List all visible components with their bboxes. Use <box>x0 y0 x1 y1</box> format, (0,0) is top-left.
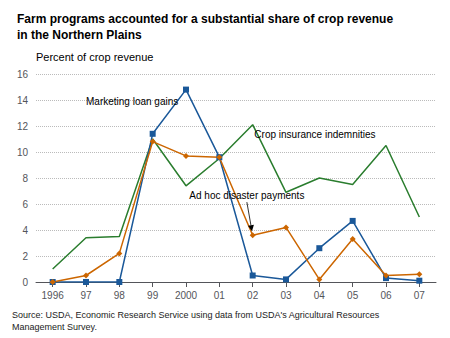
svg-text:Marketing loan gains: Marketing loan gains <box>86 96 178 107</box>
svg-text:06: 06 <box>380 290 392 301</box>
svg-text:16: 16 <box>17 69 29 80</box>
svg-text:12: 12 <box>17 121 29 132</box>
svg-text:in the Northern Plains: in the Northern Plains <box>17 28 142 42</box>
svg-text:01: 01 <box>214 290 226 301</box>
svg-text:Ad hoc disaster payments: Ad hoc disaster payments <box>189 190 304 201</box>
svg-text:04: 04 <box>314 290 326 301</box>
svg-text:1996: 1996 <box>42 290 65 301</box>
svg-text:02: 02 <box>247 290 259 301</box>
svg-text:4: 4 <box>22 225 28 236</box>
svg-text:14: 14 <box>17 95 29 106</box>
svg-text:07: 07 <box>414 290 426 301</box>
svg-text:98: 98 <box>114 290 126 301</box>
svg-text:Source: USDA, Economic Researc: Source: USDA, Economic Research Service … <box>12 310 380 320</box>
svg-text:6: 6 <box>22 199 28 210</box>
svg-text:Management Survey.: Management Survey. <box>12 322 97 332</box>
svg-text:10: 10 <box>17 147 29 158</box>
svg-text:Percent of crop revenue: Percent of crop revenue <box>36 51 153 63</box>
svg-text:8: 8 <box>22 173 28 184</box>
svg-text:0: 0 <box>22 277 28 288</box>
svg-text:97: 97 <box>80 290 92 301</box>
svg-text:99: 99 <box>147 290 159 301</box>
svg-text:05: 05 <box>347 290 359 301</box>
svg-text:2: 2 <box>22 251 28 262</box>
svg-text:Farm programs accounted for a: Farm programs accounted for a substantia… <box>17 12 393 26</box>
svg-text:03: 03 <box>280 290 292 301</box>
svg-text:2000: 2000 <box>175 290 198 301</box>
svg-text:Crop insurance indemnities: Crop insurance indemnities <box>254 129 375 140</box>
